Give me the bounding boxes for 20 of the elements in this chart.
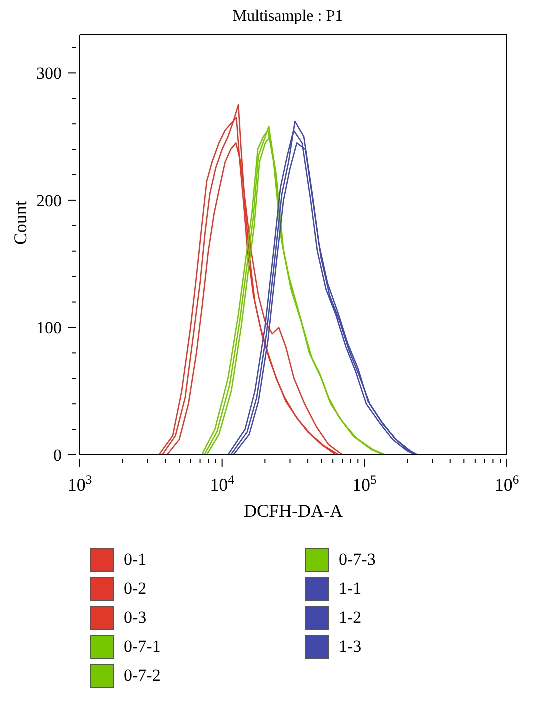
legend-label: 0-7-3 — [339, 550, 376, 570]
y-tick-label: 200 — [36, 191, 62, 210]
chart-title: Multisample : P1 — [232, 8, 344, 27]
x-tick-label: 10$^{3}$ — [68, 473, 92, 495]
legend-label: 0-2 — [124, 578, 147, 598]
x-axis-title: DCFH-DA-A — [244, 501, 343, 521]
legend-label: 0-7-1 — [124, 636, 161, 656]
x-tick-label: 10$^{6}$ — [494, 473, 520, 495]
x-tick-label: 10$^{4}$ — [210, 473, 236, 495]
y-tick-label: 0 — [54, 446, 62, 465]
y-tick-label: 300 — [36, 64, 62, 84]
legend-label: 1-3 — [339, 636, 362, 656]
legend-label: 1-1 — [339, 578, 362, 598]
y-axis-title: Count — [10, 200, 30, 245]
legend-label: 0-7-2 — [124, 666, 161, 686]
legend-label: 0-3 — [124, 608, 147, 628]
legend-label: 0-1 — [124, 550, 147, 570]
x-tick-label: 10$^{5}$ — [352, 473, 377, 495]
y-tick-label: 100 — [36, 318, 62, 338]
legend-label: 1-2 — [339, 608, 362, 628]
